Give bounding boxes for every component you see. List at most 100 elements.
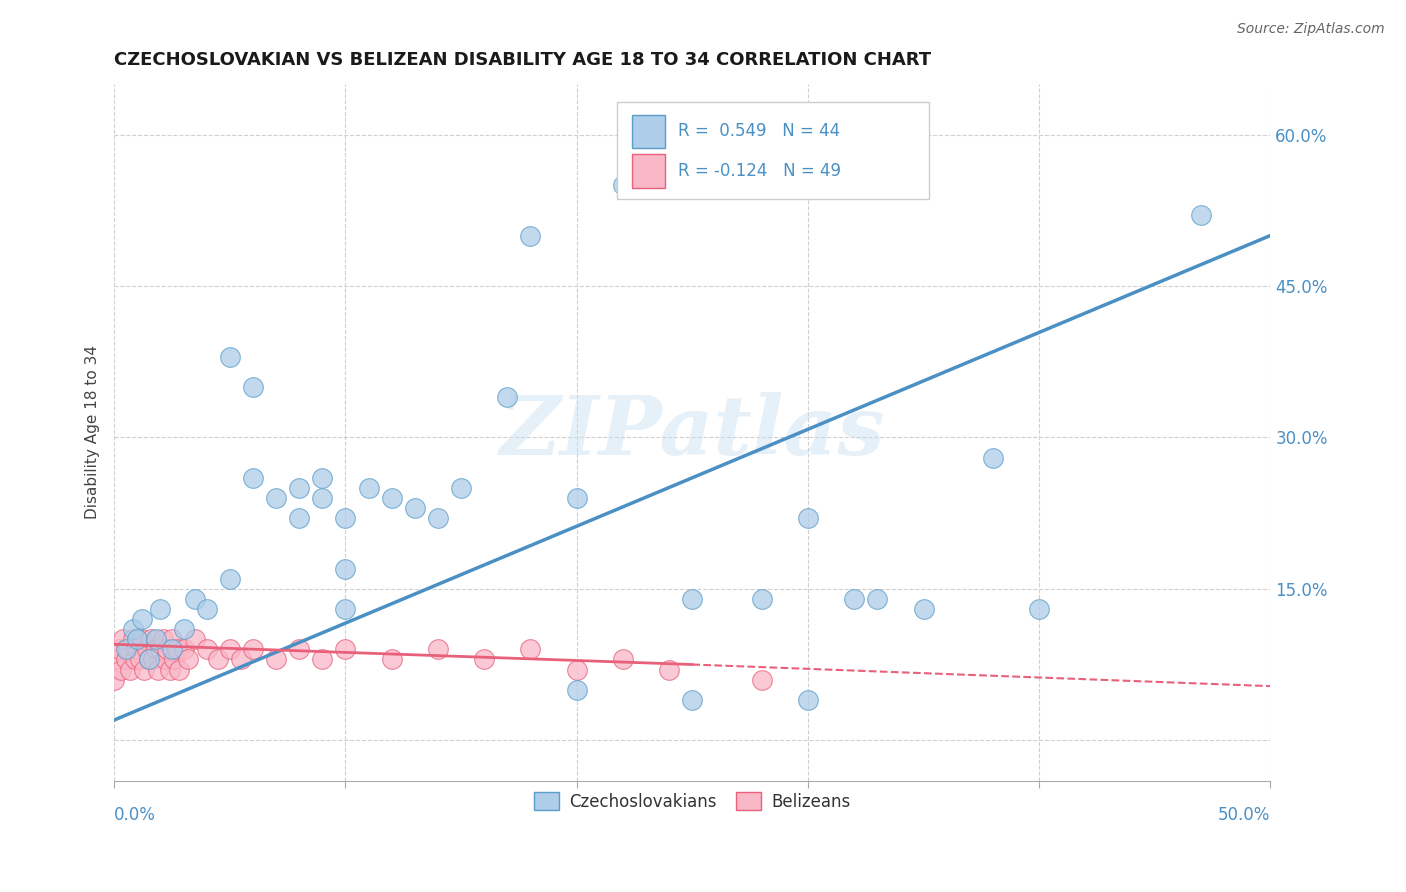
Point <box>163 652 186 666</box>
Point <box>153 652 176 666</box>
Point <box>242 642 264 657</box>
Point <box>612 178 634 192</box>
Point <box>264 491 287 505</box>
Point <box>797 693 820 707</box>
Point <box>565 491 588 505</box>
Point <box>519 228 541 243</box>
Text: R = -0.124   N = 49: R = -0.124 N = 49 <box>679 162 841 180</box>
Point <box>112 632 135 647</box>
Point <box>381 491 404 505</box>
Point <box>167 663 190 677</box>
Point <box>472 652 495 666</box>
Point <box>114 652 136 666</box>
Point <box>335 642 357 657</box>
FancyBboxPatch shape <box>633 115 665 148</box>
Point <box>751 673 773 687</box>
Point <box>120 663 142 677</box>
Point <box>160 632 183 647</box>
Point <box>138 652 160 666</box>
Point <box>105 652 128 666</box>
Point <box>288 642 311 657</box>
Point <box>103 673 125 687</box>
Point <box>681 693 703 707</box>
Point <box>149 602 172 616</box>
Point <box>117 642 139 657</box>
Point <box>128 652 150 666</box>
Point <box>981 450 1004 465</box>
FancyBboxPatch shape <box>633 154 665 188</box>
Point <box>842 591 865 606</box>
Point <box>288 481 311 495</box>
Point <box>450 481 472 495</box>
Point <box>134 663 156 677</box>
Text: CZECHOSLOVAKIAN VS BELIZEAN DISABILITY AGE 18 TO 34 CORRELATION CHART: CZECHOSLOVAKIAN VS BELIZEAN DISABILITY A… <box>114 51 931 69</box>
Point <box>404 501 426 516</box>
Point <box>335 511 357 525</box>
Point <box>156 642 179 657</box>
Point <box>121 632 143 647</box>
Point <box>218 642 240 657</box>
Point <box>565 663 588 677</box>
FancyBboxPatch shape <box>617 102 929 199</box>
Point <box>127 632 149 647</box>
Point <box>681 591 703 606</box>
Point <box>242 380 264 394</box>
Point <box>159 663 181 677</box>
Point <box>519 642 541 657</box>
Point <box>195 642 218 657</box>
Point <box>381 652 404 666</box>
Point <box>173 642 195 657</box>
Point <box>426 511 449 525</box>
Point <box>207 652 229 666</box>
Point <box>177 652 200 666</box>
Point <box>160 642 183 657</box>
Text: ZIPatlas: ZIPatlas <box>499 392 884 473</box>
Y-axis label: Disability Age 18 to 34: Disability Age 18 to 34 <box>86 345 100 519</box>
Point <box>121 622 143 636</box>
Point <box>131 612 153 626</box>
Point <box>149 642 172 657</box>
Point <box>797 511 820 525</box>
Point <box>426 642 449 657</box>
Point <box>195 602 218 616</box>
Point <box>108 642 131 657</box>
Point <box>145 642 167 657</box>
Point <box>912 602 935 616</box>
Point <box>184 591 207 606</box>
Point <box>866 591 889 606</box>
Point <box>335 561 357 575</box>
Point <box>357 481 380 495</box>
Point <box>218 572 240 586</box>
Point <box>496 390 519 404</box>
Point <box>612 652 634 666</box>
Point <box>1028 602 1050 616</box>
Point <box>146 663 169 677</box>
Point <box>142 652 165 666</box>
Point <box>131 632 153 647</box>
Text: 50.0%: 50.0% <box>1218 805 1271 824</box>
Point <box>658 663 681 677</box>
Point <box>751 591 773 606</box>
Point <box>145 632 167 647</box>
Text: R =  0.549   N = 44: R = 0.549 N = 44 <box>679 122 841 140</box>
Point <box>1189 208 1212 222</box>
Point <box>127 642 149 657</box>
Point <box>114 642 136 657</box>
Point <box>264 652 287 666</box>
Point <box>218 350 240 364</box>
Point <box>138 652 160 666</box>
Point <box>124 652 146 666</box>
Point <box>311 491 333 505</box>
Point <box>311 471 333 485</box>
Point <box>141 632 163 647</box>
Point <box>110 663 132 677</box>
Point <box>135 642 157 657</box>
Point <box>335 602 357 616</box>
Point <box>173 622 195 636</box>
Text: Source: ZipAtlas.com: Source: ZipAtlas.com <box>1237 22 1385 37</box>
Text: 0.0%: 0.0% <box>114 805 156 824</box>
Point <box>184 632 207 647</box>
Point <box>166 642 188 657</box>
Point <box>288 511 311 525</box>
Legend: Czechoslovakians, Belizeans: Czechoslovakians, Belizeans <box>527 786 858 818</box>
